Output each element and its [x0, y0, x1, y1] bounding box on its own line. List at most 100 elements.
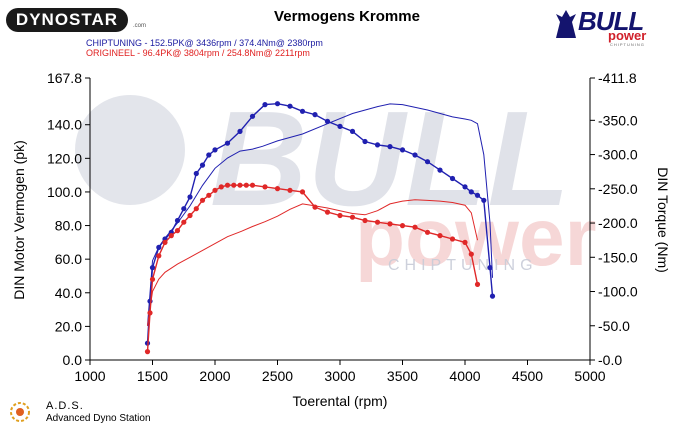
y-left-tick-label: 120.0	[47, 150, 82, 166]
origineel-power-point	[449, 236, 456, 242]
y-right-tick-label: -411.8	[598, 70, 637, 86]
chiptuning-power-point	[312, 112, 318, 118]
chiptuning-power-point	[181, 206, 187, 212]
origineel-power-point	[212, 187, 218, 193]
origineel-power-point	[349, 214, 356, 220]
origineel-power-point	[199, 197, 206, 203]
origineel-torque-line	[147, 199, 478, 326]
bull-icon	[556, 10, 576, 38]
chiptuning-power-point	[349, 128, 356, 134]
origineel-power-point	[206, 192, 212, 198]
origineel-power-point	[437, 233, 443, 239]
y-right-tick-label: -200.0	[598, 215, 638, 231]
origineel-power-point	[324, 209, 331, 215]
origineel-power-point	[193, 206, 199, 212]
chiptuning-power-point	[462, 184, 468, 190]
y-left-tick-label: 20.0	[55, 318, 82, 334]
chiptuning-power-point	[374, 142, 381, 148]
origineel-power-point	[149, 276, 156, 282]
y-axis-left-label: DIN Motor Vermogen (pk)	[11, 140, 27, 300]
ads-footer: A.D.S. Advanced Dyno Station	[8, 398, 188, 426]
origineel-power-point	[412, 224, 418, 230]
origineel-power-point	[156, 253, 162, 259]
origineel-power-point	[162, 239, 168, 245]
dynostar-logo: DYNOSTAR .com	[6, 8, 146, 32]
x-tick-label: 5000	[574, 368, 605, 384]
y-left-tick-label: 167.8	[47, 70, 82, 86]
x-tick-label: 1000	[74, 368, 105, 384]
chiptuning-power-point	[224, 140, 231, 146]
chiptuning-power-point	[299, 108, 306, 114]
origineel-power-point	[168, 233, 174, 239]
origineel-power-point	[218, 184, 224, 190]
bull-power-logo: BULL power CHIPTUNING	[548, 4, 656, 50]
chiptuning-power-point	[187, 194, 193, 200]
chiptuning-power-point	[193, 170, 199, 177]
y-right-tick-label: -100.0	[598, 284, 638, 300]
chiptuning-power-point	[468, 189, 474, 195]
y-left-tick-label: 60.0	[55, 251, 82, 267]
origineel-power-point	[474, 281, 481, 287]
origineel-power-point	[181, 219, 187, 225]
y-right-tick-label: -150.0	[598, 249, 638, 265]
y-axis-right-label: DIN Torque (Nm)	[655, 167, 671, 273]
chiptuning-power-point	[449, 175, 456, 182]
dynostar-logo-suffix: .com	[132, 23, 146, 29]
origineel-power-point	[249, 182, 256, 188]
chiptuning-power-point	[249, 113, 256, 119]
chiptuning-power-point	[399, 147, 406, 153]
origineel-power-point	[462, 239, 468, 245]
chart-watermark: BULL power CHIPTUNING	[75, 83, 596, 283]
origineel-power-point	[362, 217, 368, 224]
y-left-tick-label: 100.0	[47, 184, 82, 200]
legend-chiptuning: CHIPTUNING - 152.5PK@ 3436rpm / 374.4Nm@…	[86, 38, 323, 48]
dynostar-logo-text: DYNOSTAR	[15, 10, 119, 29]
origineel-power-point	[312, 204, 318, 210]
x-tick-label: 2500	[262, 368, 293, 384]
chiptuning-power-point	[362, 138, 368, 145]
chiptuning-torque-line	[147, 103, 493, 326]
chiptuning-power-point	[287, 103, 293, 109]
chiptuning-power-point	[174, 217, 181, 224]
chiptuning-power-point	[324, 118, 331, 124]
origineel-power-point	[274, 186, 281, 192]
watermark-power: power	[355, 192, 596, 283]
power-logo-text: power	[608, 28, 647, 43]
y-right-tick-label: -350.0	[598, 112, 638, 128]
origineel-power-point	[337, 212, 343, 219]
origineel-power-point	[468, 251, 474, 257]
chiptuning-power-point	[206, 152, 212, 158]
y-left-tick-label: 40.0	[55, 285, 82, 301]
origineel-power-point	[299, 189, 306, 195]
chart-axes: 1000 1500 2000 2500 3000 3500 4000 4500 5000 0.0 2…	[47, 70, 638, 384]
chart-series	[144, 101, 496, 355]
chiptuning-power-point	[149, 265, 156, 271]
x-axis-label: Toerental (rpm)	[293, 393, 388, 409]
chiptuning-power-point	[262, 102, 268, 108]
chiptuning-power-point	[274, 101, 281, 107]
origineel-power-point	[237, 182, 243, 188]
origineel-power-point	[231, 182, 237, 188]
ads-flame-icon	[10, 402, 30, 422]
x-tick-label: 1500	[137, 368, 168, 384]
origineel-power-point	[399, 223, 406, 229]
ads-title: A.D.S.	[46, 400, 84, 412]
x-tick-label: 4500	[512, 368, 543, 384]
origineel-power-point	[243, 182, 249, 188]
y-left-tick-label: 80.0	[55, 218, 82, 234]
origineel-power-point	[374, 219, 381, 225]
y-left-tick-label: 0.0	[63, 352, 83, 368]
legend-origineel: ORIGINEEL - 96.4PK@ 3804rpm / 254.8Nm@ 2…	[86, 48, 310, 58]
chiptuning-power-point	[489, 293, 496, 299]
origineel-power-point	[147, 310, 153, 316]
ads-subtitle: Advanced Dyno Station	[46, 413, 151, 424]
y-left-tick-label: 140.0	[47, 117, 82, 133]
x-tick-label: 3000	[324, 368, 355, 384]
y-right-tick-label: -0.0	[598, 352, 622, 368]
chiptuning-power-point	[156, 244, 162, 250]
origineel-power-point	[287, 187, 293, 193]
chiptuning-power-point	[212, 147, 218, 153]
chiptuning-power-point	[199, 162, 206, 168]
y-right-tick-label: -250.0	[598, 181, 638, 197]
